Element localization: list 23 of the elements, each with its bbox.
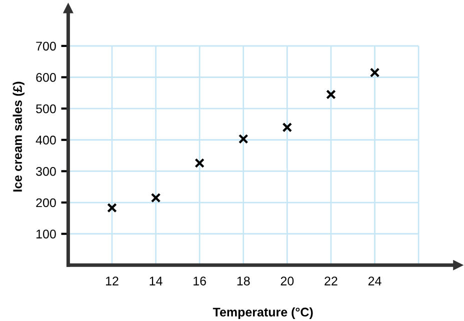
point bbox=[326, 90, 336, 100]
x-tick-label: 16 bbox=[194, 276, 206, 286]
y-axis-title: Ice cream sales (£) bbox=[12, 82, 24, 192]
x-tick-label: 20 bbox=[280, 276, 294, 286]
x-tick-label: 22 bbox=[324, 276, 338, 286]
y-tick-label: 700 bbox=[36, 42, 56, 51]
y-tick-label: 200 bbox=[36, 198, 56, 208]
y-tick-label: 100 bbox=[36, 230, 56, 238]
x-tick-label: 12 bbox=[106, 276, 118, 286]
point bbox=[370, 68, 380, 78]
x-tick-label: 24 bbox=[368, 276, 382, 286]
y-tick-label: 300 bbox=[36, 166, 56, 176]
point bbox=[107, 202, 117, 213]
y-tick-label: 500 bbox=[36, 104, 56, 114]
y-tick-label: 400 bbox=[36, 136, 56, 145]
x-tick-label: 18 bbox=[237, 276, 250, 286]
point bbox=[150, 192, 161, 203]
point bbox=[282, 122, 292, 132]
y-tick-label: 600 bbox=[36, 73, 56, 82]
point bbox=[238, 134, 248, 144]
x-tick-label: 14 bbox=[150, 276, 162, 286]
x-axis-title: Temperature (°C) bbox=[212, 307, 313, 320]
point bbox=[194, 158, 204, 168]
